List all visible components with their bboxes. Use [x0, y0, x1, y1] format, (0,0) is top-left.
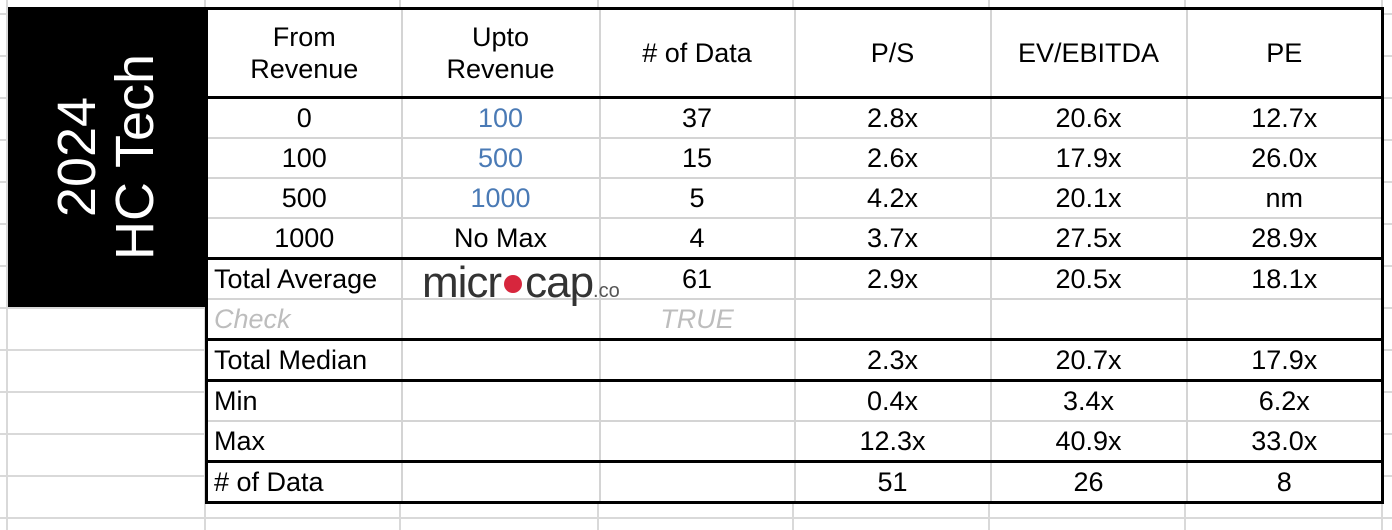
table-cell[interactable]: 2.8x: [793, 96, 992, 139]
gridline: [6, 0, 8, 530]
table-row: Check TRUE: [205, 298, 1384, 341]
table-cell[interactable]: 17.9x: [1185, 338, 1384, 382]
table-cell[interactable]: [400, 338, 601, 382]
column-header[interactable]: Upto Revenue: [400, 7, 601, 99]
table-cell[interactable]: 2.9x: [793, 257, 992, 300]
table-row: # of Data 51 26 8: [205, 460, 1384, 504]
table-row: 500 1000 5 4.2x 20.1x nm: [205, 177, 1384, 219]
table-cell[interactable]: [1185, 298, 1384, 341]
column-header[interactable]: P/S: [793, 7, 992, 99]
table-row: 1000 No Max 4 3.7x 27.5x 28.9x: [205, 217, 1384, 260]
table-cell[interactable]: 28.9x: [1185, 217, 1384, 260]
title-block[interactable]: 2024 HC Tech: [8, 7, 205, 307]
table-cell[interactable]: 33.0x: [1185, 420, 1384, 463]
table-cell[interactable]: 500: [400, 137, 601, 179]
table-cell[interactable]: 1000: [205, 217, 403, 260]
table-cell[interactable]: [400, 420, 601, 463]
table-cell[interactable]: [400, 257, 601, 300]
table-cell[interactable]: 17.9x: [989, 137, 1188, 179]
table-cell[interactable]: 500: [205, 177, 403, 219]
table-cell[interactable]: 20.1x: [989, 177, 1188, 219]
table-cell[interactable]: 3.4x: [989, 379, 1188, 422]
table-cell[interactable]: 12.3x: [793, 420, 992, 463]
table-cell[interactable]: No Max: [400, 217, 601, 260]
table-cell[interactable]: 3.7x: [793, 217, 992, 260]
table-cell[interactable]: 18.1x: [1185, 257, 1384, 300]
table-cell[interactable]: Total Average: [205, 257, 403, 300]
table-row: Total Median 2.3x 20.7x 17.9x: [205, 338, 1384, 382]
table-cell[interactable]: 1000: [400, 177, 601, 219]
table-cell[interactable]: 27.5x: [989, 217, 1188, 260]
table-cell[interactable]: # of Data: [205, 460, 403, 504]
table-row: Max 12.3x 40.9x 33.0x: [205, 420, 1384, 463]
column-header-text: EV/EBITDA: [1017, 38, 1160, 68]
table-cell[interactable]: [793, 298, 992, 341]
valuation-table: From Revenue Upto Revenue # of Data P/S EV/EBI…: [205, 7, 1384, 504]
table-cell[interactable]: 0: [205, 96, 403, 139]
table-cell[interactable]: Check: [205, 298, 403, 341]
table-cell[interactable]: TRUE: [598, 298, 796, 341]
table-cell[interactable]: 51: [793, 460, 992, 504]
table-cell[interactable]: Total Median: [205, 338, 403, 382]
column-header-text: Revenue: [250, 54, 359, 84]
table-cell[interactable]: [598, 420, 796, 463]
table-cell[interactable]: 2.6x: [793, 137, 992, 179]
table-cell[interactable]: 40.9x: [989, 420, 1188, 463]
table-cell[interactable]: nm: [1185, 177, 1384, 219]
table-cell[interactable]: 2.3x: [793, 338, 992, 382]
table-cell[interactable]: 12.7x: [1185, 96, 1384, 139]
table-cell[interactable]: 0.4x: [793, 379, 992, 422]
table-cell[interactable]: 4: [598, 217, 796, 260]
table-cell[interactable]: 6.2x: [1185, 379, 1384, 422]
table-row: Min 0.4x 3.4x 6.2x: [205, 379, 1384, 422]
table-row: Total Average 61 2.9x 20.5x 18.1x: [205, 257, 1384, 300]
column-header-text: PE: [1266, 38, 1303, 68]
table-cell[interactable]: 26: [989, 460, 1188, 504]
column-header[interactable]: PE: [1185, 7, 1384, 99]
table-cell[interactable]: 37: [598, 96, 796, 139]
table-cell[interactable]: 20.7x: [989, 338, 1188, 382]
column-header-text: P/S: [870, 38, 915, 68]
table-cell[interactable]: [400, 298, 601, 341]
table-cell[interactable]: 20.6x: [989, 96, 1188, 139]
table-cell[interactable]: Min: [205, 379, 403, 422]
table-cell[interactable]: 20.5x: [989, 257, 1188, 300]
column-header-text: # of Data: [642, 38, 752, 68]
table-cell[interactable]: [989, 298, 1188, 341]
table-cell[interactable]: 26.0x: [1185, 137, 1384, 179]
table-cell[interactable]: 61: [598, 257, 796, 300]
title-company: HC Tech: [105, 53, 166, 261]
table-cell[interactable]: Max: [205, 420, 403, 463]
table-cell[interactable]: [400, 460, 601, 504]
column-header[interactable]: From Revenue: [205, 7, 403, 99]
table-cell[interactable]: 100: [205, 137, 403, 179]
column-header-text: Upto: [471, 22, 530, 52]
table-cell[interactable]: 15: [598, 137, 796, 179]
table-cell[interactable]: 5: [598, 177, 796, 219]
table-cell[interactable]: 8: [1185, 460, 1384, 504]
sheet-title: 2024 HC Tech: [47, 53, 166, 261]
column-header[interactable]: EV/EBITDA: [989, 7, 1188, 99]
column-header-text: Revenue: [446, 54, 555, 84]
title-year: 2024: [47, 96, 108, 218]
column-header-text: From: [272, 22, 336, 52]
table-cell[interactable]: 100: [400, 96, 601, 139]
header-row: From Revenue Upto Revenue # of Data P/S EV/EBI…: [205, 7, 1384, 99]
table-row: 100 500 15 2.6x 17.9x 26.0x: [205, 137, 1384, 179]
table-cell[interactable]: [400, 379, 601, 422]
table-cell[interactable]: [598, 379, 796, 422]
table-row: 0 100 37 2.8x 20.6x 12.7x: [205, 96, 1384, 139]
table-cell[interactable]: 4.2x: [793, 177, 992, 219]
column-header[interactable]: # of Data: [598, 7, 796, 99]
table-cell[interactable]: [598, 338, 796, 382]
table-cell[interactable]: [598, 460, 796, 504]
